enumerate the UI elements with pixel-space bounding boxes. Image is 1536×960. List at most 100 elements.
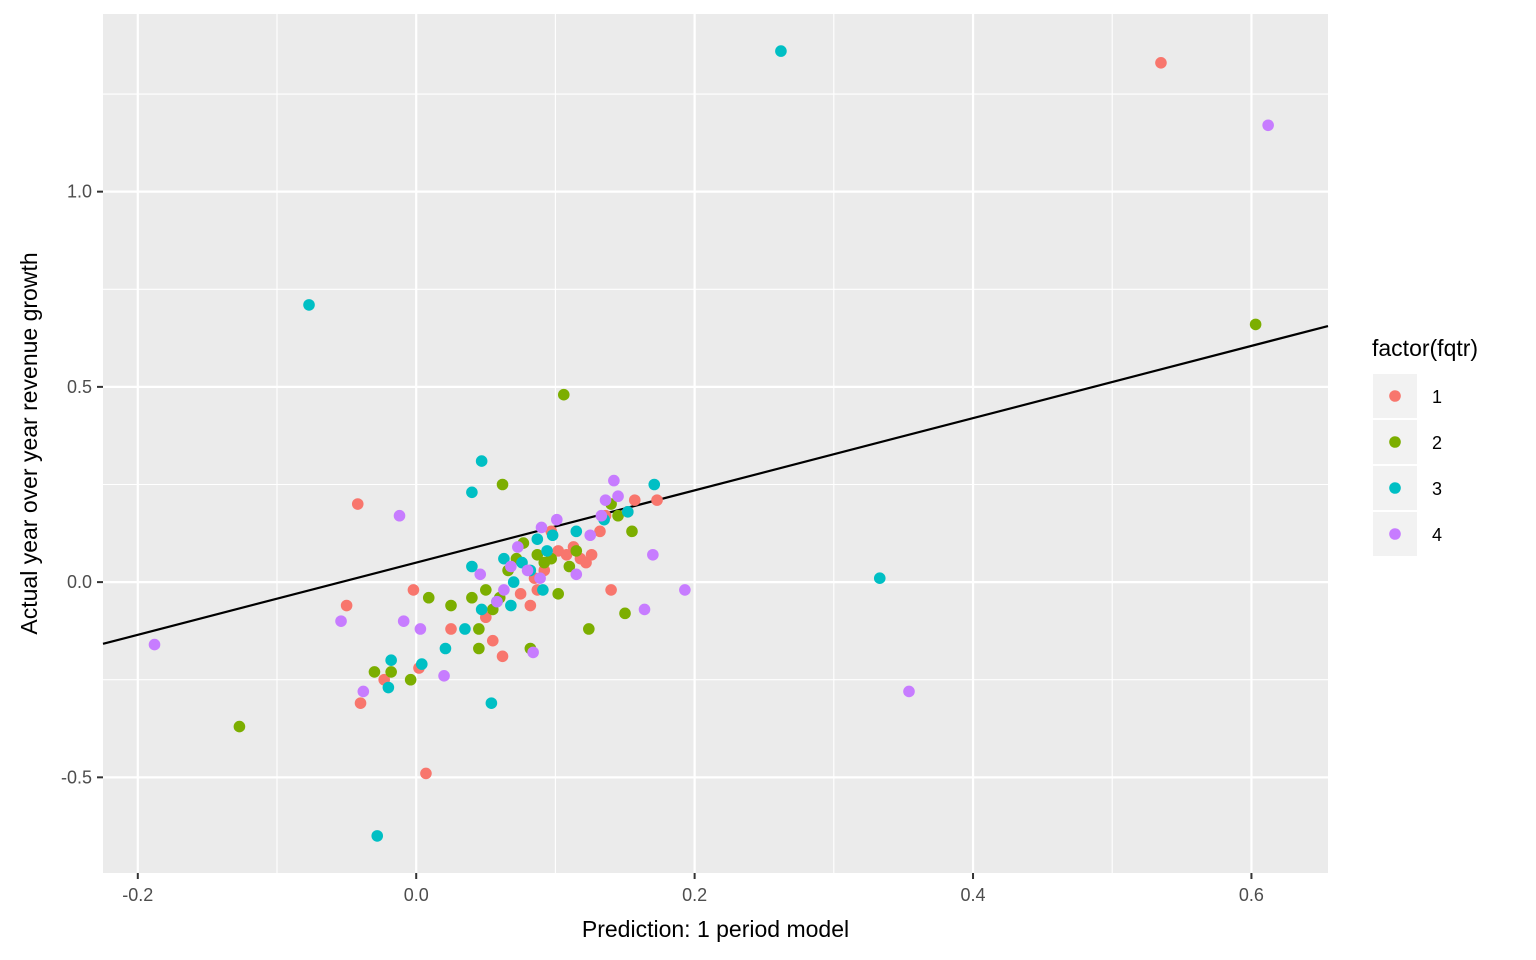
scatter-point-series-3 [648,478,661,491]
scatter-point-series-3 [570,525,583,538]
y-tick-label: 1.0 [67,182,92,202]
scatter-point-series-3 [466,560,478,573]
scatter-point-series-4 [521,564,534,577]
scatter-point-series-1 [1155,57,1167,69]
scatter-point-series-3 [385,654,397,667]
scatter-point-series-2 [531,548,544,561]
scatter-point-series-2 [233,720,246,733]
scatter-point-series-1 [651,494,663,506]
legend-items: 1 2 3 4 [1373,374,1442,556]
legend-key-dot [1389,390,1401,402]
scatter-point-series-2 [422,591,435,604]
scatter-point-series-2 [496,478,509,491]
scatter-point-series-2 [626,525,638,538]
y-axis-ticks: -0.5 0.0 0.5 1.0 [61,182,103,787]
scatter-point-series-2 [404,673,417,686]
scatter-point-series-4 [638,603,651,616]
scatter-point-series-4 [535,521,548,534]
plot-panel [103,14,1328,873]
x-tick-label: 0.6 [1239,885,1264,905]
scatter-point-series-2 [552,588,564,600]
scatter-point-series-1 [585,548,598,561]
legend-label: 4 [1432,525,1442,545]
scatter-point-series-4 [599,494,612,506]
scatter-point-series-3 [303,299,315,311]
scatter-point-series-4 [474,568,487,581]
scatter-point-series-4 [491,595,503,608]
scatter-point-series-3 [498,552,510,565]
scatter-point-series-3 [537,584,549,596]
scatter-point-series-3 [475,455,488,467]
legend-label: 2 [1432,433,1442,453]
scatter-point-series-3 [622,506,634,518]
scatter-point-series-1 [486,634,499,647]
scatter-point-series-1 [420,767,432,780]
legend-label: 3 [1432,479,1442,499]
scatter-point-series-3 [371,830,384,842]
scatter-point-series-4 [505,560,517,573]
legend-key-dot [1389,436,1401,448]
scatter-point-series-4 [498,584,510,596]
scatter-point-series-2 [368,666,381,678]
scatter-point-series-2 [473,623,485,635]
scatter-point-series-4 [527,646,539,659]
scatter-point-series-4 [397,615,410,627]
scatter-point-series-2 [612,509,624,522]
scatter-point-series-4 [335,615,347,627]
scatter-point-series-2 [619,607,631,620]
data-points [148,45,1274,842]
scatter-point-series-4 [647,548,659,561]
x-tick-label: -0.2 [122,885,153,905]
scatter-point-series-1 [496,650,509,663]
x-tick-label: 0.0 [404,885,429,905]
scatter-point-series-1 [445,623,457,635]
legend-label: 1 [1432,387,1442,407]
scatter-point-series-3 [475,603,488,616]
scatter-point-series-2 [557,388,570,401]
scatter-point-series-4 [570,568,583,581]
scatter-point-series-3 [459,623,471,635]
x-axis-title: Prediction: 1 period model [582,916,849,942]
grid-major [103,14,1328,873]
scatter-point-series-4 [584,529,597,542]
legend-title: factor(fqtr) [1372,335,1478,361]
scatter-point-series-2 [385,666,397,678]
y-tick-label: 0.5 [67,377,92,397]
scatter-point-series-3 [485,697,498,709]
scatter-point-series-4 [1262,119,1274,132]
legend: factor(fqtr) 1 2 3 4 [1372,335,1478,556]
scatter-point-series-2 [1249,318,1262,331]
scatter-point-series-3 [415,658,428,670]
scatter-point-series-1 [354,697,367,709]
scatter-point-series-4 [148,638,161,651]
scatter-point-series-1 [351,498,364,510]
scatter-point-series-1 [560,548,573,561]
x-tick-label: 0.2 [682,885,707,905]
scatter-point-series-2 [466,591,478,604]
x-axis-ticks: -0.2 0.0 0.2 0.4 0.6 [122,873,1264,905]
scatter-point-series-1 [628,494,641,506]
scatter-point-series-4 [357,685,370,698]
scatter-point-series-3 [466,486,478,499]
legend-key-dot [1389,482,1401,494]
scatter-point-series-3 [546,529,559,542]
scatter-point-series-1 [524,599,537,612]
scatter-point-series-4 [612,490,624,503]
y-tick-label: 0.0 [67,572,92,592]
scatter-point-series-4 [414,623,427,635]
scatter-point-series-2 [480,584,492,596]
scatter-point-series-4 [679,584,691,596]
scatter-point-series-3 [531,533,544,545]
scatter-point-series-4 [551,513,563,526]
y-tick-label: -0.5 [61,767,92,787]
scatter-point-series-4 [512,541,524,553]
scatter-point-series-2 [570,545,583,557]
scatter-point-series-2 [445,599,457,612]
scatter-point-series-4 [595,509,608,522]
scatter-point-series-4 [534,572,546,585]
y-axis-title: Actual year over year revenue growth [16,252,42,634]
scatter-point-series-2 [563,560,576,573]
scatter-point-series-3 [382,681,395,694]
legend-key-dot [1389,528,1401,540]
